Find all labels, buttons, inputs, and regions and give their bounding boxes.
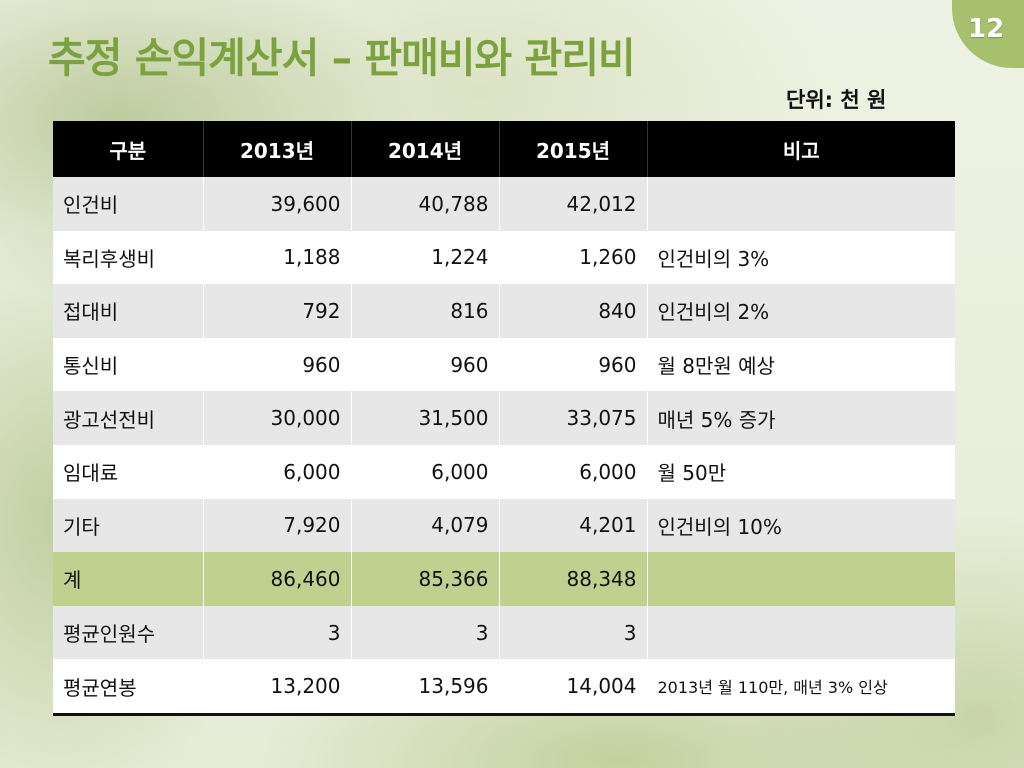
header-category: 구분 <box>53 121 203 177</box>
row-label: 인건비 <box>53 177 203 231</box>
row-label: 광고선전비 <box>53 391 203 445</box>
cell-2013: 960 <box>202 337 351 392</box>
cell-2014: 6,000 <box>350 444 499 499</box>
expense-table: 구분 2013년 2014년 2015년 비고 인건비 39,600 40,78… <box>53 121 955 716</box>
cell-2015: 840 <box>498 284 647 338</box>
cell-2013: 30,000 <box>202 391 351 445</box>
table-row: 평균연봉 13,200 13,596 14,004 2013년 월 110만, … <box>53 659 955 715</box>
cell-2015: 6,000 <box>498 444 647 499</box>
cell-2013: 7,920 <box>202 498 351 553</box>
cell-2013: 3 <box>202 605 351 660</box>
table-row: 접대비 792 816 840 인건비의 2% <box>53 284 955 338</box>
cell-2014: 40,788 <box>350 177 499 231</box>
cell-2014: 960 <box>350 337 499 392</box>
table-row: 통신비 960 960 960 월 8만원 예상 <box>53 337 955 392</box>
cell-note: 매년 5% 증가 <box>646 391 955 445</box>
cell-2015: 3 <box>498 605 647 660</box>
cell-2014: 3 <box>350 605 499 660</box>
cell-2015: 14,004 <box>498 659 647 715</box>
cell-2013: 1,188 <box>202 230 351 285</box>
cell-2015: 1,260 <box>498 230 647 285</box>
page-number: 12 <box>968 14 1005 44</box>
cell-2013: 792 <box>202 284 351 338</box>
cell-2014: 31,500 <box>350 391 499 445</box>
row-label: 복리후생비 <box>53 230 203 285</box>
cell-note: 인건비의 10% <box>646 498 955 553</box>
cell-2015: 33,075 <box>498 391 647 445</box>
cell-note: 월 50만 <box>646 444 955 499</box>
table-row: 인건비 39,600 40,788 42,012 <box>53 177 955 231</box>
cell-2013: 6,000 <box>202 444 351 499</box>
cell-2015: 960 <box>498 337 647 392</box>
header-2013: 2013년 <box>202 121 351 177</box>
table-row: 복리후생비 1,188 1,224 1,260 인건비의 3% <box>53 230 955 285</box>
row-label: 접대비 <box>53 284 203 338</box>
cell-2015: 88,348 <box>498 552 647 606</box>
table-row: 기타 7,920 4,079 4,201 인건비의 10% <box>53 498 955 553</box>
row-label: 평균연봉 <box>53 659 203 715</box>
cell-note: 인건비의 2% <box>646 284 955 338</box>
table-row: 평균인원수 3 3 3 <box>53 605 955 660</box>
cell-2013: 86,460 <box>202 552 351 606</box>
cell-2015: 4,201 <box>498 498 647 553</box>
header-note: 비고 <box>646 121 955 177</box>
cell-note: 월 8만원 예상 <box>646 337 955 392</box>
row-label: 통신비 <box>53 337 203 392</box>
row-label: 임대료 <box>53 444 203 499</box>
table-header-row: 구분 2013년 2014년 2015년 비고 <box>53 121 955 177</box>
cell-2014: 4,079 <box>350 498 499 553</box>
cell-2013: 39,600 <box>202 177 351 231</box>
row-label: 계 <box>53 552 203 606</box>
header-2015: 2015년 <box>498 121 647 177</box>
cell-2014: 13,596 <box>350 659 499 715</box>
cell-note <box>646 177 955 231</box>
cell-2015: 42,012 <box>498 177 647 231</box>
unit-label: 단위: 천 원 <box>786 88 887 112</box>
cell-2014: 1,224 <box>350 230 499 285</box>
cell-2013: 13,200 <box>202 659 351 715</box>
table-row: 광고선전비 30,000 31,500 33,075 매년 5% 증가 <box>53 391 955 445</box>
cell-2014: 816 <box>350 284 499 338</box>
table-total-row: 계 86,460 85,366 88,348 <box>53 552 955 606</box>
table-row: 임대료 6,000 6,000 6,000 월 50만 <box>53 444 955 499</box>
header-2014: 2014년 <box>350 121 499 177</box>
cell-note: 2013년 월 110만, 매년 3% 인상 <box>646 659 955 715</box>
page-title: 추정 손익계산서 – 판매비와 관리비 <box>48 34 636 82</box>
cell-note <box>646 605 955 660</box>
row-label: 평균인원수 <box>53 605 203 660</box>
cell-note: 인건비의 3% <box>646 230 955 285</box>
cell-2014: 85,366 <box>350 552 499 606</box>
row-label: 기타 <box>53 498 203 553</box>
cell-note <box>646 552 955 606</box>
